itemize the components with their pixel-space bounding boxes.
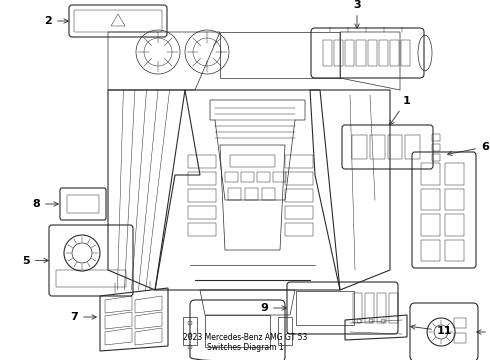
Bar — [445, 239, 464, 261]
Bar — [370, 135, 385, 159]
Bar — [323, 40, 332, 66]
Bar — [285, 206, 313, 219]
Bar — [368, 40, 377, 66]
Bar — [225, 172, 238, 182]
Bar — [188, 223, 216, 236]
Bar — [352, 135, 367, 159]
Text: 1: 1 — [390, 96, 410, 125]
Bar — [445, 214, 464, 235]
Bar — [273, 172, 286, 182]
Bar — [377, 293, 386, 323]
Bar — [188, 172, 216, 185]
Bar — [421, 163, 440, 184]
Text: 9: 9 — [260, 303, 286, 313]
Bar — [421, 189, 440, 210]
Bar — [257, 172, 270, 182]
Bar — [356, 40, 366, 66]
Text: 11: 11 — [411, 325, 452, 336]
Bar — [405, 135, 420, 159]
Text: 7: 7 — [70, 312, 97, 322]
Bar — [390, 40, 399, 66]
Text: 2: 2 — [44, 16, 68, 26]
Bar — [262, 188, 275, 200]
Bar — [421, 239, 440, 261]
Bar — [245, 188, 258, 200]
Bar — [432, 134, 440, 141]
Bar — [445, 189, 464, 210]
Bar — [389, 293, 398, 323]
Bar — [379, 40, 388, 66]
Bar — [421, 214, 440, 235]
Text: 2023 Mercedes-Benz AMG GT 53
Switches Diagram 1: 2023 Mercedes-Benz AMG GT 53 Switches Di… — [183, 333, 307, 352]
Bar — [188, 189, 216, 202]
Bar — [296, 291, 354, 325]
Bar — [445, 163, 464, 184]
Bar — [56, 270, 126, 287]
Text: 3: 3 — [353, 0, 361, 28]
Bar — [401, 40, 410, 66]
Bar — [432, 154, 440, 161]
Bar — [345, 40, 354, 66]
Bar — [205, 315, 270, 347]
Bar — [285, 172, 313, 185]
Bar — [388, 135, 402, 159]
Text: 5: 5 — [23, 256, 49, 266]
Bar — [67, 195, 99, 213]
Bar — [365, 293, 374, 323]
Bar — [278, 317, 292, 345]
Bar — [432, 144, 440, 151]
Text: 6: 6 — [448, 142, 489, 156]
Text: 8: 8 — [32, 199, 58, 209]
Bar — [183, 317, 197, 345]
Bar — [285, 189, 313, 202]
Bar — [228, 188, 241, 200]
Bar — [230, 155, 275, 167]
Bar — [188, 155, 216, 168]
Bar — [353, 293, 362, 323]
Bar — [454, 318, 466, 328]
Bar — [285, 155, 313, 168]
Bar — [188, 206, 216, 219]
Bar — [334, 40, 343, 66]
Bar — [241, 172, 254, 182]
Text: 10: 10 — [477, 327, 490, 337]
Bar — [454, 333, 466, 343]
Bar — [285, 223, 313, 236]
